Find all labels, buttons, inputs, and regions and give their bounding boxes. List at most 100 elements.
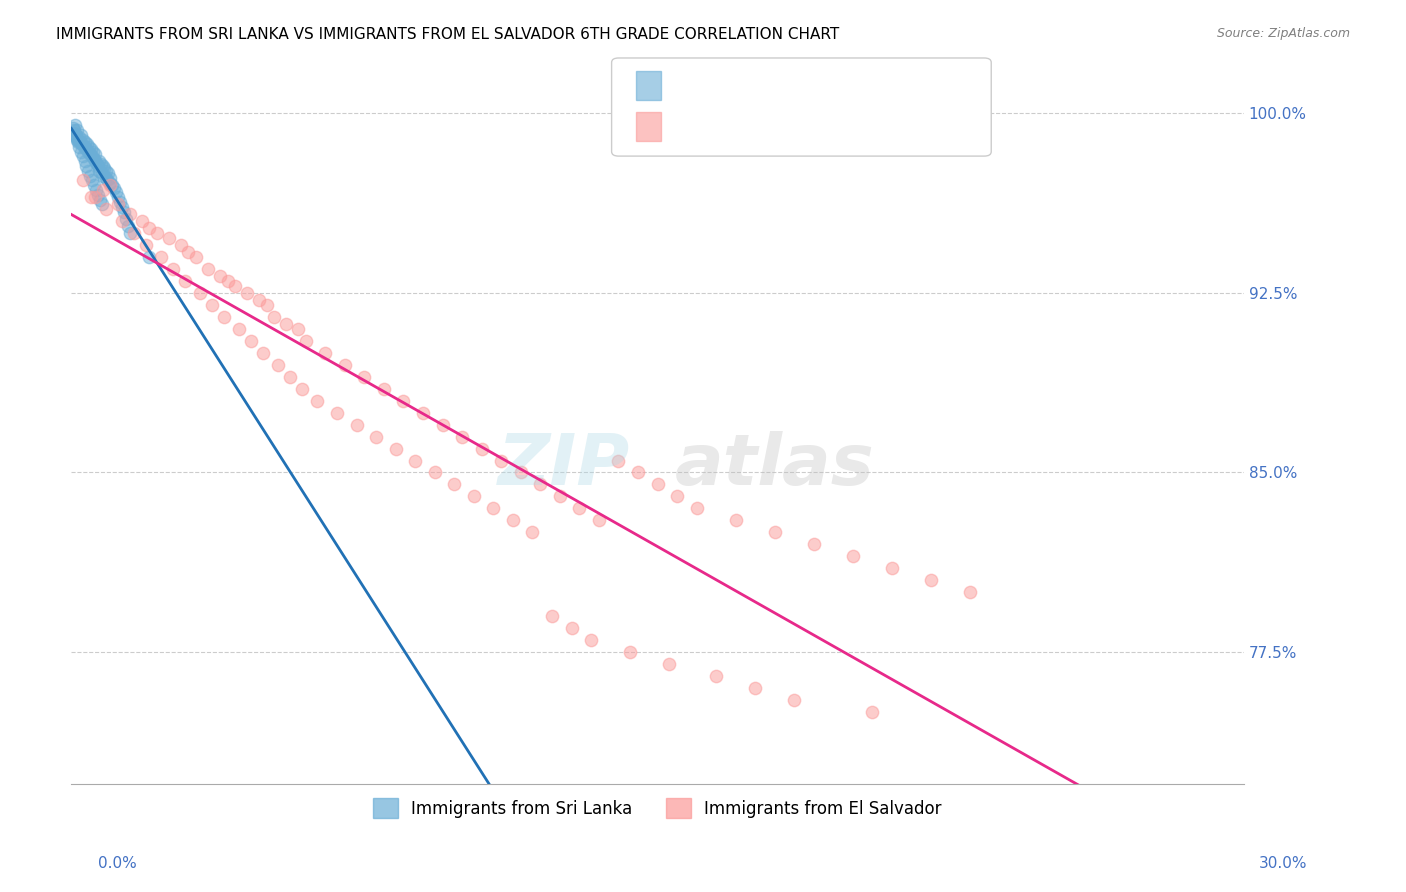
Point [287,322,309,336]
Point [276,317,298,331]
Point [98,176,121,190]
Point [111,214,134,228]
Point [93,161,115,176]
Point [80,142,103,156]
Point [627,466,650,480]
Point [188,285,211,300]
Point [619,645,641,659]
Point [76,159,98,173]
Point [138,250,160,264]
Point [67,130,90,145]
Point [263,310,285,324]
Point [79,147,101,161]
Point [880,561,903,575]
Point [80,190,103,204]
Point [267,358,290,372]
Point [177,245,200,260]
Point [89,193,111,207]
Point [83,190,105,204]
Point [72,133,94,147]
Point [704,669,727,683]
Point [90,156,112,170]
Point [197,262,219,277]
Point [509,466,531,480]
Text: N =: N = [780,77,817,95]
Point [96,173,118,187]
Point [67,133,90,147]
Point [588,513,610,527]
Point [666,490,689,504]
Point [66,133,89,147]
Point [72,149,94,163]
Point [87,187,110,202]
Point [77,140,100,154]
Point [97,166,120,180]
Point [173,274,195,288]
Point [91,169,114,183]
Point [247,293,270,307]
Text: Source: ZipAtlas.com: Source: ZipAtlas.com [1216,27,1350,40]
Point [83,147,105,161]
Point [291,382,314,396]
Point [724,513,747,527]
Point [489,453,512,467]
Text: N =: N = [780,118,817,136]
Point [91,183,114,197]
Point [763,525,786,540]
Point [89,163,111,178]
Point [65,130,87,145]
Point [131,214,153,228]
Point [482,501,505,516]
Point [217,274,239,288]
Point [75,142,97,156]
Point [228,322,250,336]
Point [224,278,246,293]
Point [314,345,336,359]
Point [560,621,582,635]
Point [91,197,114,211]
Point [107,197,129,211]
Point [256,298,278,312]
Point [62,120,84,135]
Point [157,231,180,245]
Text: -0.662: -0.662 [720,118,779,136]
Text: 0.0%: 0.0% [98,856,138,871]
Point [112,204,135,219]
Point [83,152,105,166]
Point [404,453,426,467]
Point [98,178,121,193]
Point [76,137,98,152]
Point [77,163,100,178]
Point [87,159,110,173]
Point [111,200,134,214]
Point [252,345,274,359]
Point [73,154,96,169]
Point [122,226,145,240]
Point [579,633,602,648]
Point [278,369,301,384]
Point [150,250,173,264]
Point [607,453,630,467]
Point [432,417,454,432]
Point [364,429,387,443]
Text: 30.0%: 30.0% [1260,856,1308,871]
Point [384,442,406,456]
Point [451,429,474,443]
Point [862,705,884,719]
Point [353,369,375,384]
Point [783,693,806,707]
Legend: Immigrants from Sri Lanka, Immigrants from El Salvador: Immigrants from Sri Lanka, Immigrants fr… [367,791,949,825]
Point [529,477,551,491]
Point [423,466,446,480]
Point [186,250,208,264]
Point [69,145,91,159]
Point [73,140,96,154]
Point [146,226,169,240]
Point [69,135,91,149]
Point [96,163,118,178]
Point [107,190,129,204]
Point [63,126,86,140]
Point [91,159,114,173]
Point [307,393,329,408]
Point [201,298,224,312]
